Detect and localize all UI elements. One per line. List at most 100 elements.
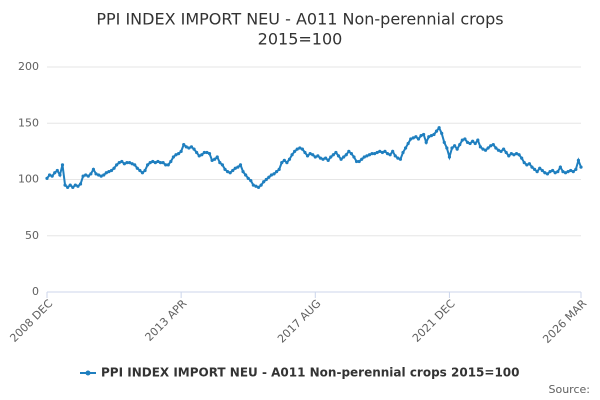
point [104,171,108,175]
point [182,143,186,147]
point [574,167,578,171]
point [189,145,194,149]
point [334,150,338,155]
point [91,167,96,171]
point [440,131,444,135]
point [409,137,413,141]
point [571,170,575,174]
point [509,152,513,156]
point [71,185,75,189]
point [460,138,464,142]
point [563,171,568,175]
y-tick-label: 0 [32,285,39,298]
point [553,171,557,175]
point [179,149,183,153]
point [367,153,372,157]
point [225,170,230,174]
point [543,171,547,175]
point [504,150,508,155]
point [58,173,62,177]
point [84,173,88,177]
point [272,172,276,176]
point [140,171,145,175]
point [280,161,284,165]
point [197,154,201,158]
point [326,158,330,162]
point [89,172,93,176]
point [277,167,281,171]
point [468,141,472,146]
point [316,154,320,158]
point [478,145,482,149]
point [202,150,206,155]
point [566,170,570,174]
point [476,138,480,142]
point [300,147,304,151]
point [530,165,534,169]
point [60,163,65,167]
point [569,168,573,173]
point [45,176,49,180]
y-tick-label: 100 [18,173,39,186]
point [380,150,384,155]
point [432,132,436,137]
legend-marker [85,370,91,376]
point [370,152,374,156]
point [249,179,253,183]
point [293,149,297,153]
chart-title: PPI INDEX IMPORT NEU - A011 Non-perennia… [96,10,503,29]
point [63,183,67,187]
point [94,172,98,176]
point [184,145,188,149]
point [329,155,333,159]
point [125,161,129,165]
point [220,163,225,167]
point [117,161,121,165]
point [365,154,369,158]
point [556,170,560,174]
point [254,184,258,188]
point [127,161,132,165]
point [463,137,467,141]
point [512,153,516,157]
point [153,161,157,165]
x-tick-label: 2017 AUG [275,297,324,346]
point [393,154,397,158]
point [246,176,250,180]
point [357,159,361,164]
point [200,153,204,157]
point [218,161,222,165]
point [99,174,103,178]
point [241,170,245,174]
point [378,149,382,153]
point [256,185,261,189]
point [76,184,80,188]
point [522,161,526,165]
point [146,163,150,167]
point [233,166,237,170]
point [68,183,72,187]
point [520,156,524,160]
point [290,153,294,157]
point [499,149,503,153]
x-tick-label: 2021 DEC [410,297,458,345]
point [295,147,299,151]
point [130,162,134,166]
point [579,165,583,169]
y-tick-label: 150 [18,116,39,129]
point [502,147,506,151]
point [102,173,106,177]
point [532,167,537,171]
point [401,150,405,155]
point [318,156,323,160]
point [437,126,441,130]
point [133,163,137,167]
point [385,152,390,156]
point [55,168,59,173]
point [424,140,428,144]
point [158,161,163,165]
point [161,161,165,165]
point [207,152,212,156]
